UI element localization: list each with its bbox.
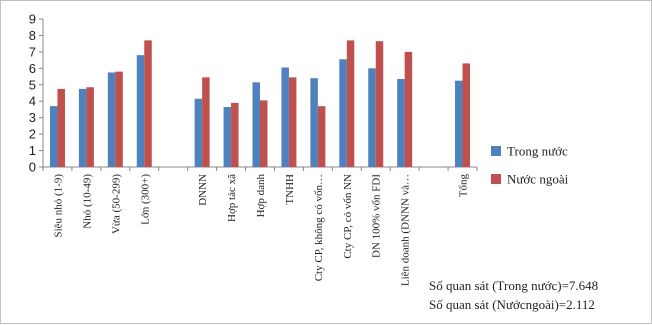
bar-trong-nuoc bbox=[281, 67, 289, 167]
bar-nuoc-ngoai bbox=[375, 41, 384, 168]
bar-trong-nuoc bbox=[136, 55, 145, 167]
bar-trong-nuoc bbox=[78, 88, 87, 167]
x-category-label: Liên doanh (DNNN và… bbox=[400, 174, 412, 286]
legend-label: Nước ngoài bbox=[507, 172, 569, 187]
bar-trong-nuoc bbox=[455, 80, 463, 167]
x-category-label: Vừa (50-299) bbox=[110, 174, 122, 234]
legend-swatch bbox=[491, 174, 501, 184]
bar-nuoc-ngoai bbox=[260, 100, 268, 167]
y-tick-label: 0 bbox=[29, 160, 36, 175]
x-category-label: Hợp danh bbox=[255, 174, 267, 218]
legend-label: Trong nước bbox=[507, 144, 568, 159]
y-tick-label: 6 bbox=[29, 61, 36, 76]
bar-nuoc-ngoai bbox=[288, 77, 297, 167]
x-category-label: Nhỏ (10-49) bbox=[81, 174, 93, 229]
bar-nuoc-ngoai bbox=[86, 87, 94, 167]
x-category-label: Tổng bbox=[458, 174, 470, 198]
bar-trong-nuoc bbox=[194, 98, 203, 167]
y-tick-label: 3 bbox=[29, 110, 36, 125]
bar-nuoc-ngoai bbox=[57, 88, 65, 167]
bar-nuoc-ngoai bbox=[346, 40, 355, 167]
x-category-label: TNHH bbox=[284, 174, 296, 205]
x-category-label: Cty CP, không có vốn… bbox=[313, 174, 325, 281]
bar-nuoc-ngoai bbox=[404, 51, 413, 167]
bar-nuoc-ngoai bbox=[231, 102, 239, 167]
note-observations-foreign: Số quan sát (Nướcngoài)=2.112 bbox=[429, 297, 595, 312]
bar-trong-nuoc bbox=[49, 106, 58, 167]
bar-trong-nuoc bbox=[397, 79, 405, 167]
bar-nuoc-ngoai bbox=[462, 63, 471, 167]
y-tick-label: 9 bbox=[29, 12, 36, 27]
bar-nuoc-ngoai bbox=[115, 71, 123, 167]
y-tick-label: 2 bbox=[29, 127, 36, 142]
legend-swatch bbox=[491, 146, 501, 156]
x-category-label: Hợp tác xã bbox=[226, 174, 238, 222]
x-category-label: DNNN bbox=[197, 174, 209, 206]
x-category-label: Cty CP, có vốn NN bbox=[342, 174, 354, 259]
y-tick-label: 1 bbox=[29, 143, 36, 158]
bar-nuoc-ngoai bbox=[317, 106, 326, 167]
bar-trong-nuoc bbox=[368, 68, 376, 167]
y-tick-label: 8 bbox=[29, 28, 36, 43]
bar-nuoc-ngoai bbox=[202, 77, 210, 167]
bar-trong-nuoc bbox=[339, 59, 347, 167]
y-tick-label: 7 bbox=[29, 44, 36, 59]
bar-trong-nuoc bbox=[310, 78, 318, 167]
x-category-label: Siêu nhỏ (1-9) bbox=[52, 174, 64, 238]
bar-nuoc-ngoai bbox=[144, 40, 152, 167]
bar-trong-nuoc bbox=[223, 106, 232, 167]
note-observations-domestic: Số quan sát (Trong nước)=7.648 bbox=[429, 278, 599, 293]
bar-trong-nuoc bbox=[107, 72, 116, 167]
x-category-label: Lớn (300+) bbox=[139, 174, 151, 225]
bar-trong-nuoc bbox=[252, 82, 260, 167]
y-tick-label: 5 bbox=[29, 77, 36, 92]
x-category-label: DN 100% vốn FDI bbox=[371, 174, 383, 258]
y-tick-label: 4 bbox=[29, 94, 36, 109]
